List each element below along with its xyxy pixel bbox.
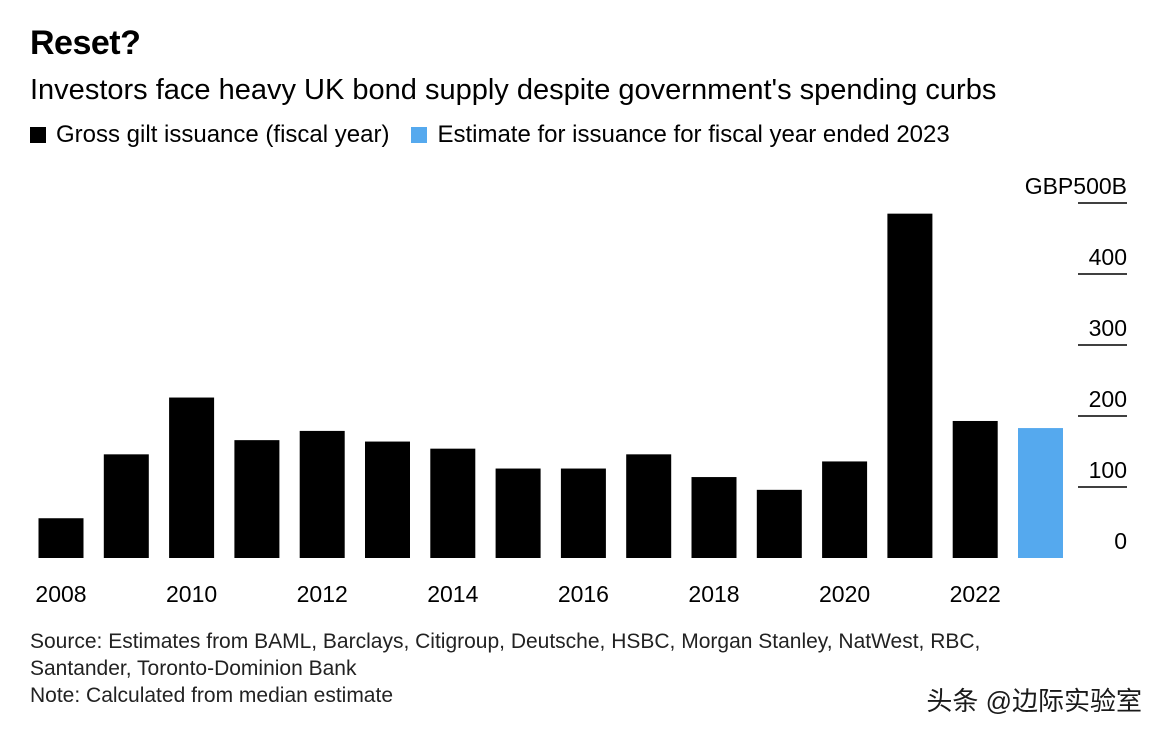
y-tick-label: 300 [1089,315,1127,341]
y-tick-label: 0 [1114,528,1127,554]
bar [756,489,802,558]
legend-label-estimate: Estimate for issuance for fiscal year en… [437,121,950,148]
bar [234,440,280,558]
y-tick-label: 100 [1089,457,1127,483]
y-tick-label: 400 [1089,244,1127,270]
x-tick-label: 2022 [950,581,1001,607]
x-tick-label: 2016 [558,581,609,607]
chart-title: Reset? [30,24,141,62]
bar [952,420,998,558]
legend-item-gross-issuance: Gross gilt issuance (fiscal year) [30,121,389,149]
x-tick-label: 2018 [688,581,739,607]
bar-estimate [1018,428,1063,558]
x-tick-label: 2012 [297,581,348,607]
bar [495,468,541,558]
bar [38,518,84,558]
legend-item-estimate: Estimate for issuance for fiscal year en… [411,121,950,149]
watermark: 头条 @边际实验室 [926,686,1142,716]
chart-subtitle: Investors face heavy UK bond supply desp… [30,74,997,106]
source-line-1: Source: Estimates from BAML, Barclays, C… [30,630,981,653]
bar-chart: 0 100 200 300 400 GBP500B 2008 2010 2012 2014 2016… [35,173,1127,607]
bar [887,213,933,558]
bar [299,430,345,558]
legend-label-gross-issuance: Gross gilt issuance (fiscal year) [56,121,390,148]
legend-swatch-black [30,127,46,143]
bar [691,477,737,558]
bar [365,441,410,558]
x-tick-label: 2014 [427,581,478,607]
source-line-2: Santander, Toronto-Dominion Bank [30,657,357,680]
note-line: Note: Calculated from median estimate [30,684,393,707]
y-tick-label: 200 [1089,386,1127,412]
chart-footer: Source: Estimates from BAML, Barclays, C… [30,628,1130,709]
x-tick-label: 2008 [35,581,86,607]
bar [169,397,215,558]
bar [822,461,868,558]
x-tick-label: 2020 [819,581,870,607]
bar [560,468,606,558]
y-tick-label: GBP500B [1025,173,1127,199]
legend-swatch-blue [411,127,428,143]
bar [626,454,672,558]
legend: Gross gilt issuance (fiscal year) Estima… [30,121,972,149]
bar [103,454,149,558]
x-tick-label: 2010 [166,581,217,607]
bar [430,448,476,558]
